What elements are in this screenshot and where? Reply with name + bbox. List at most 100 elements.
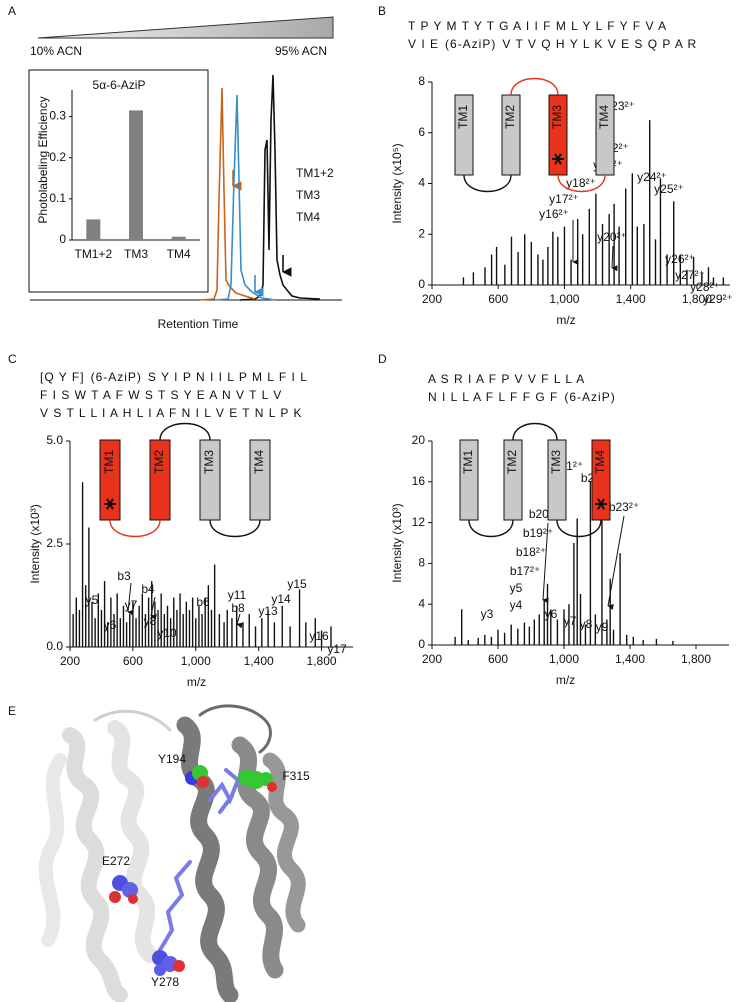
- topology-loop: [159, 422, 211, 441]
- topology-loop: [109, 519, 161, 538]
- ion-label: y11: [228, 588, 247, 602]
- legend-entry: TM4: [296, 210, 320, 224]
- x-tick-label: 1,400: [244, 654, 274, 668]
- ion-label: y25²⁺: [654, 182, 684, 196]
- ion-label: y7: [564, 614, 577, 628]
- y-tick-label: 5.0: [46, 433, 63, 447]
- topology-loop: [512, 422, 558, 441]
- x-tick-label: 1,800: [307, 654, 337, 668]
- y-tick-label: 0.0: [46, 639, 63, 653]
- ion-label: b18²⁺: [516, 545, 546, 559]
- ion-label: y18²⁺: [566, 176, 596, 190]
- ion-label: y29²⁺: [703, 292, 733, 306]
- x-tick-label: TM3: [124, 247, 148, 261]
- sequence-segment: F I S W T A F W S T S Y E A N V T L V: [40, 388, 282, 402]
- topology-loop: [209, 519, 261, 538]
- tm-label: TM2: [503, 105, 517, 129]
- ion-label: y28²⁺: [690, 280, 720, 294]
- ion-label: y4: [510, 598, 523, 612]
- sequence-segment: (6-AziP): [91, 370, 142, 384]
- topology-loop: [557, 174, 606, 193]
- tm-label: TM1: [461, 450, 475, 474]
- y-tick-label: 0: [418, 277, 425, 291]
- bar: [86, 219, 101, 240]
- gradient-wedge: [37, 16, 334, 39]
- bar: [129, 110, 143, 241]
- ion-arrow: [236, 613, 244, 629]
- tm-label: TM4: [593, 450, 607, 474]
- ion-label: b3: [117, 569, 131, 583]
- ion-arrow: [127, 582, 134, 616]
- y-tick-label: 2.5: [46, 536, 63, 550]
- x-axis-label: m/z: [556, 673, 575, 687]
- x-axis-label: Retention Time: [158, 317, 239, 331]
- topology-loop: [468, 519, 514, 538]
- structure-image: [38, 704, 306, 1002]
- ion-label: b4: [141, 582, 155, 596]
- tm-label: TM2: [152, 450, 166, 474]
- sequence-segment: V S T L L I A H L I A F N I L V E T N L …: [40, 406, 302, 420]
- topology-loop: [463, 174, 512, 193]
- ion-label: y8: [144, 614, 157, 628]
- ion-label: y16²⁺: [539, 207, 569, 221]
- ion-label: b8: [231, 601, 245, 615]
- bar: [171, 236, 186, 240]
- sequence-segment: S Y I P N I I L P M L F I L: [148, 370, 308, 384]
- label-site-star: [554, 153, 562, 165]
- ion-label: y17²⁺: [549, 192, 579, 206]
- ion-label: y27²⁺: [675, 268, 705, 282]
- inset-box: [28, 69, 209, 293]
- y-axis-label: Intensity (x10³): [28, 504, 42, 583]
- ion-label: y17: [327, 642, 347, 656]
- label-site-star: [106, 498, 114, 510]
- ion-label: y8: [580, 617, 593, 631]
- gradient-start-label: 10% ACN: [30, 44, 82, 58]
- ion-label: y6: [104, 618, 117, 632]
- topology-loop: [510, 77, 559, 96]
- residue-label: E272: [102, 854, 130, 868]
- x-tick-label: 1,800: [681, 652, 711, 666]
- x-tick-label: 600: [488, 652, 508, 666]
- tm-label: TM1: [102, 450, 116, 474]
- panel-label: D: [378, 352, 387, 366]
- x-tick-label: 1,000: [181, 654, 211, 668]
- y-tick-label: 0.1: [49, 191, 66, 205]
- x-tick-label: 600: [123, 654, 143, 668]
- y-tick-label: 8: [418, 74, 425, 88]
- ion-label: y14: [271, 592, 291, 606]
- tm-label: TM3: [202, 450, 216, 474]
- panel-label: A: [8, 4, 16, 18]
- x-axis-label: m/z: [556, 313, 575, 327]
- chromatogram-trace: [199, 87, 256, 301]
- topology-loop: [556, 519, 602, 538]
- sequence-segment: T P Y M T Y T G A I I F M L Y L F Y F V …: [408, 19, 667, 33]
- ion-arrow: [150, 596, 157, 621]
- residue-label: Y278: [151, 975, 179, 989]
- x-tick-label: 200: [60, 654, 80, 668]
- x-tick-label: 200: [422, 292, 442, 306]
- sequence-segment: V T V Q H Y L K V E S Q P A R: [502, 37, 697, 51]
- ion-label: y3: [481, 607, 494, 621]
- y-tick-label: 4: [418, 596, 425, 610]
- ion-label: y6: [545, 607, 558, 621]
- legend-entry: TM1+2: [296, 166, 334, 180]
- ion-label: b19²⁺: [523, 526, 553, 540]
- x-tick-label: 1,400: [615, 652, 645, 666]
- x-tick-label: TM1+2: [74, 247, 112, 261]
- x-tick-label: 1,800: [682, 292, 712, 306]
- ion-label: y24²⁺: [637, 170, 667, 184]
- x-tick-label: 1,000: [549, 292, 579, 306]
- sequence-segment: N I L L A F L F F G F: [428, 390, 558, 404]
- y-tick-label: 0.3: [49, 109, 66, 123]
- panel-label: C: [8, 352, 17, 366]
- residue-label: Y194: [158, 752, 186, 766]
- sequence-segment: A S R I A F P V V F L L A: [428, 372, 585, 386]
- x-tick-label: 600: [488, 292, 508, 306]
- ion-label: y26²⁺: [665, 252, 695, 266]
- residue-label: F315: [282, 769, 310, 783]
- x-tick-label: 200: [422, 652, 442, 666]
- x-axis-label: m/z: [187, 675, 206, 689]
- y-tick-label: 2: [418, 226, 425, 240]
- x-tick-label: TM4: [167, 247, 191, 261]
